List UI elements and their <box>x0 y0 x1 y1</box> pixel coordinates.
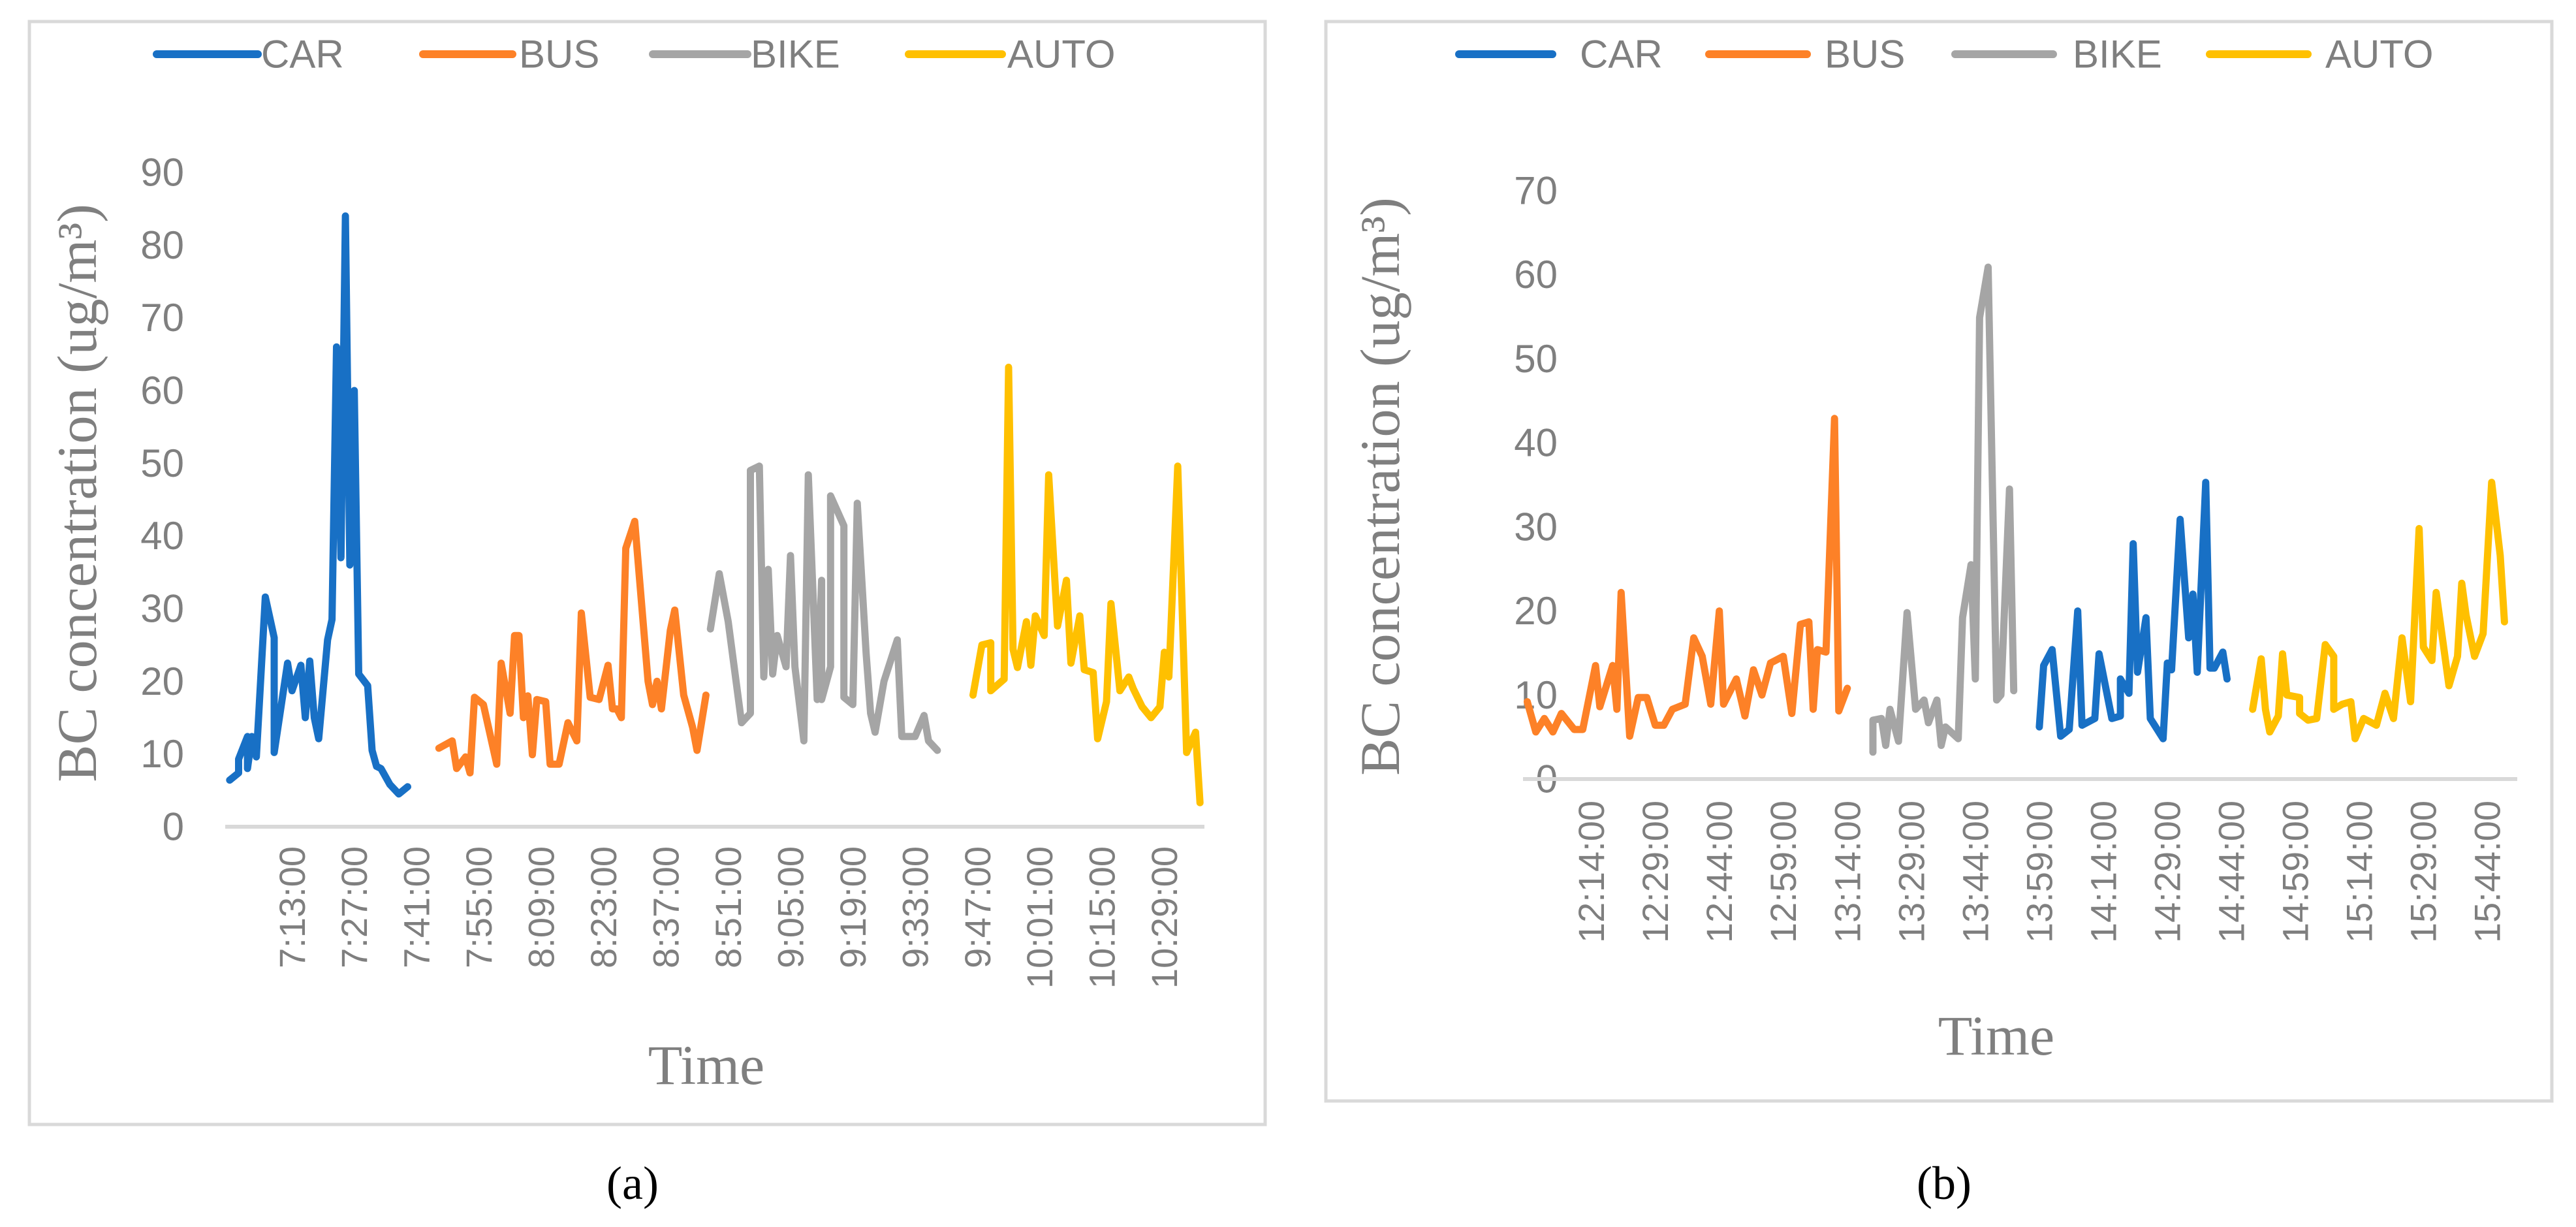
series-line-bike <box>706 462 941 754</box>
legend-label-car: CAR <box>261 33 344 76</box>
x-tick-label: 15:29:00 <box>2403 801 2444 943</box>
y-tick-label: 30 <box>1514 505 1558 549</box>
x-tick-label: 13:44:00 <box>1955 801 1996 943</box>
legend-label-bike: BIKE <box>751 33 840 76</box>
x-tick-label: 7:55:00 <box>458 846 499 968</box>
y-tick-label: 90 <box>140 151 184 195</box>
x-tick-label: 7:27:00 <box>334 846 375 968</box>
series-line-bus <box>1524 415 1851 740</box>
x-tick-label: 8:23:00 <box>583 846 624 968</box>
x-tick-label: 13:59:00 <box>2018 801 2060 943</box>
x-tick-label: 14:14:00 <box>2082 801 2124 943</box>
y-tick-label: 50 <box>1514 337 1558 381</box>
y-axis-title: BC concentration (ug/m³) <box>46 204 108 782</box>
x-tick-label: 9:33:00 <box>894 846 935 968</box>
x-axis-title: Time <box>1938 1004 2054 1067</box>
y-tick-label: 20 <box>140 660 184 703</box>
x-tick-label: 14:29:00 <box>2147 801 2188 943</box>
x-axis-title: Time <box>648 1034 764 1096</box>
legend-label-bike: BIKE <box>2073 33 2162 76</box>
x-tick-label: 10:29:00 <box>1144 846 1185 989</box>
y-tick-label: 10 <box>1514 673 1558 717</box>
x-tick-label: 10:15:00 <box>1082 846 1123 989</box>
x-tick-label: 9:47:00 <box>957 846 998 968</box>
series-line-car <box>2035 479 2231 742</box>
series-line-bus <box>435 517 710 777</box>
chart-panel-a: 0 10 20 30 40 50 60 70 80 90 7:13:00 7:27:00 7:41:00… <box>27 20 1267 1126</box>
x-tick-label: 7:13:00 <box>272 846 313 968</box>
y-tick-label: 70 <box>140 296 184 340</box>
x-tick-label: 12:44:00 <box>1699 801 1740 943</box>
series-line-car <box>226 212 411 798</box>
chart-border <box>1324 20 2554 1103</box>
legend-label-bus: BUS <box>519 33 599 76</box>
x-tick-label: 15:44:00 <box>2467 801 2508 943</box>
x-tick-label: 12:14:00 <box>1571 801 1612 943</box>
x-tick-label: 8:51:00 <box>708 846 749 968</box>
x-tick-label: 7:41:00 <box>396 846 437 968</box>
x-tick-label: 13:29:00 <box>1891 801 1932 943</box>
x-tick-label: 14:59:00 <box>2275 801 2316 943</box>
x-tick-label: 9:05:00 <box>770 846 811 968</box>
y-tick-label: 40 <box>140 514 184 558</box>
y-axis-title: BC concentration (ug/m³) <box>1349 197 1411 776</box>
x-tick-label: 9:19:00 <box>832 846 873 968</box>
x-tick-label: 13:14:00 <box>1827 801 1868 943</box>
series-line-auto <box>2249 479 2508 742</box>
legend-label-bus: BUS <box>1825 33 1905 76</box>
x-tick-label: 14:44:00 <box>2211 801 2252 943</box>
series-line-bike <box>1869 263 2018 756</box>
x-tick-label: 12:59:00 <box>1763 801 1804 943</box>
y-tick-label: 30 <box>140 587 184 631</box>
y-tick-label: 50 <box>140 441 184 485</box>
chart-border <box>27 20 1267 1126</box>
legend-label-auto: AUTO <box>2325 33 2434 76</box>
y-tick-label: 20 <box>1514 589 1558 633</box>
panel-label-b: (b) <box>1917 1157 1971 1209</box>
y-tick-label: 60 <box>140 369 184 413</box>
y-tick-label: 40 <box>1514 421 1558 465</box>
x-tick-label: 8:09:00 <box>521 846 562 968</box>
panel-label-a: (a) <box>606 1157 659 1209</box>
y-tick-label: 0 <box>163 805 184 849</box>
x-tick-label: 12:29:00 <box>1635 801 1676 943</box>
y-tick-label: 60 <box>1514 253 1558 296</box>
y-tick-label: 80 <box>140 223 184 267</box>
legend-label-car: CAR <box>1580 33 1663 76</box>
x-tick-label: 8:37:00 <box>646 846 687 968</box>
y-tick-label: 70 <box>1514 169 1558 213</box>
series-line-auto <box>969 363 1204 806</box>
x-tick-label: 15:14:00 <box>2339 801 2380 943</box>
legend-label-auto: AUTO <box>1007 33 1116 76</box>
x-tick-label: 10:01:00 <box>1019 846 1060 989</box>
y-tick-label: 10 <box>140 732 184 776</box>
